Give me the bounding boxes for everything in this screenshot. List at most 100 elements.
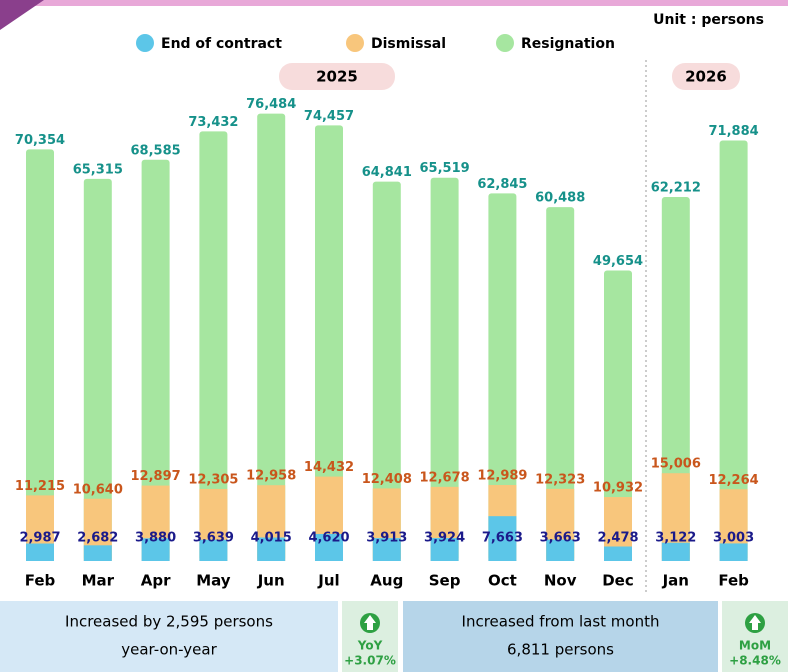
legend-label: End of contract xyxy=(161,36,282,52)
top-strip xyxy=(0,0,788,6)
value-label: 12,408 xyxy=(362,472,412,487)
value-label: 70,354 xyxy=(15,133,65,148)
value-label: 76,484 xyxy=(246,97,296,112)
summary-text: Increased from last month xyxy=(462,613,660,631)
badge-change: +3.07% xyxy=(344,654,396,668)
summary-text: Increased by 2,595 persons xyxy=(65,613,273,631)
value-label: 64,841 xyxy=(362,165,412,180)
bar xyxy=(661,542,690,561)
value-label: 3,122 xyxy=(655,531,696,546)
bar xyxy=(26,543,54,561)
value-label: 4,015 xyxy=(251,531,292,546)
value-label: 12,897 xyxy=(131,469,181,484)
value-label: 74,457 xyxy=(304,109,354,124)
bar xyxy=(199,539,228,561)
summary-text: year-on-year xyxy=(121,641,217,659)
bar xyxy=(661,197,690,561)
bar xyxy=(719,543,748,561)
bar xyxy=(257,537,286,561)
value-label: 3,913 xyxy=(366,531,407,546)
bar xyxy=(604,270,632,561)
legend-swatch xyxy=(346,34,364,52)
x-tick-label: Aug xyxy=(370,572,403,590)
bar xyxy=(141,159,170,561)
value-label: 60,488 xyxy=(535,191,585,206)
badge-box xyxy=(342,601,398,672)
value-label: 11,215 xyxy=(15,479,65,494)
bar xyxy=(315,533,343,561)
badge-change: +8.48% xyxy=(729,654,781,668)
bar xyxy=(83,178,112,561)
value-label: 73,432 xyxy=(188,115,238,130)
summary-panel xyxy=(403,601,718,672)
year-pill xyxy=(279,63,395,90)
x-tick-label: Feb xyxy=(25,572,56,590)
legend-swatch xyxy=(136,34,154,52)
corner xyxy=(0,0,44,30)
badge-box xyxy=(722,601,788,672)
bar xyxy=(26,149,54,562)
value-label: 10,640 xyxy=(73,482,123,497)
bar xyxy=(372,538,401,561)
value-label: 62,212 xyxy=(651,181,701,196)
bar xyxy=(315,125,343,562)
value-label: 62,845 xyxy=(477,177,527,192)
year-pill xyxy=(672,63,740,90)
value-label: 12,305 xyxy=(188,473,238,488)
bar xyxy=(430,177,459,561)
x-tick-label: Oct xyxy=(488,572,517,590)
value-label: 71,884 xyxy=(709,124,759,139)
bar xyxy=(488,193,517,561)
value-label: 49,654 xyxy=(593,254,643,269)
summary-text: 6,811 persons xyxy=(507,641,614,659)
bar xyxy=(199,131,228,562)
bar xyxy=(719,140,748,561)
value-label: 12,323 xyxy=(535,472,585,487)
value-label: 65,315 xyxy=(73,162,123,177)
x-tick-label: Jun xyxy=(257,572,285,590)
summary-panel xyxy=(0,601,338,672)
x-tick-label: Jan xyxy=(662,572,689,590)
value-label: 15,006 xyxy=(651,457,701,472)
value-label: 68,585 xyxy=(131,143,181,158)
value-label: 3,003 xyxy=(713,531,754,546)
value-label: 10,932 xyxy=(593,481,643,496)
legend-label: Resignation xyxy=(521,36,615,52)
badge-arrow xyxy=(364,615,376,630)
value-label: 12,264 xyxy=(709,473,759,488)
year-label: 2026 xyxy=(685,68,727,86)
value-label: 12,678 xyxy=(420,470,470,485)
value-label: 3,663 xyxy=(540,531,581,546)
value-label: 3,639 xyxy=(193,531,234,546)
bar xyxy=(546,207,575,561)
bar xyxy=(604,546,632,561)
year-label: 2025 xyxy=(316,68,358,86)
bar xyxy=(488,516,517,561)
x-tick-label: Jul xyxy=(317,572,339,590)
x-tick-label: Nov xyxy=(544,572,577,590)
x-tick-label: Sep xyxy=(429,572,461,590)
value-label: 7,663 xyxy=(482,531,523,546)
x-tick-label: May xyxy=(196,572,231,590)
x-tick-label: Dec xyxy=(602,572,634,590)
x-tick-label: Mar xyxy=(82,572,115,590)
value-label: 2,987 xyxy=(19,531,60,546)
value-label: 12,958 xyxy=(246,469,296,484)
value-label: 3,924 xyxy=(424,531,465,546)
value-label: 14,432 xyxy=(304,460,354,475)
unit: Unit : persons xyxy=(653,12,764,28)
bar xyxy=(141,538,170,561)
value-label: 12,989 xyxy=(477,469,527,484)
badge-label: MoM xyxy=(739,639,771,653)
bar xyxy=(83,545,112,561)
value-label: 2,478 xyxy=(597,531,638,546)
value-label: 65,519 xyxy=(420,161,470,176)
badge-label: YoY xyxy=(357,639,383,653)
bar xyxy=(372,181,401,561)
badge-arrow xyxy=(749,615,761,630)
legend-swatch xyxy=(496,34,514,52)
value-label: 3,880 xyxy=(135,531,176,546)
bar xyxy=(546,539,575,561)
value-label: 4,620 xyxy=(308,531,349,546)
